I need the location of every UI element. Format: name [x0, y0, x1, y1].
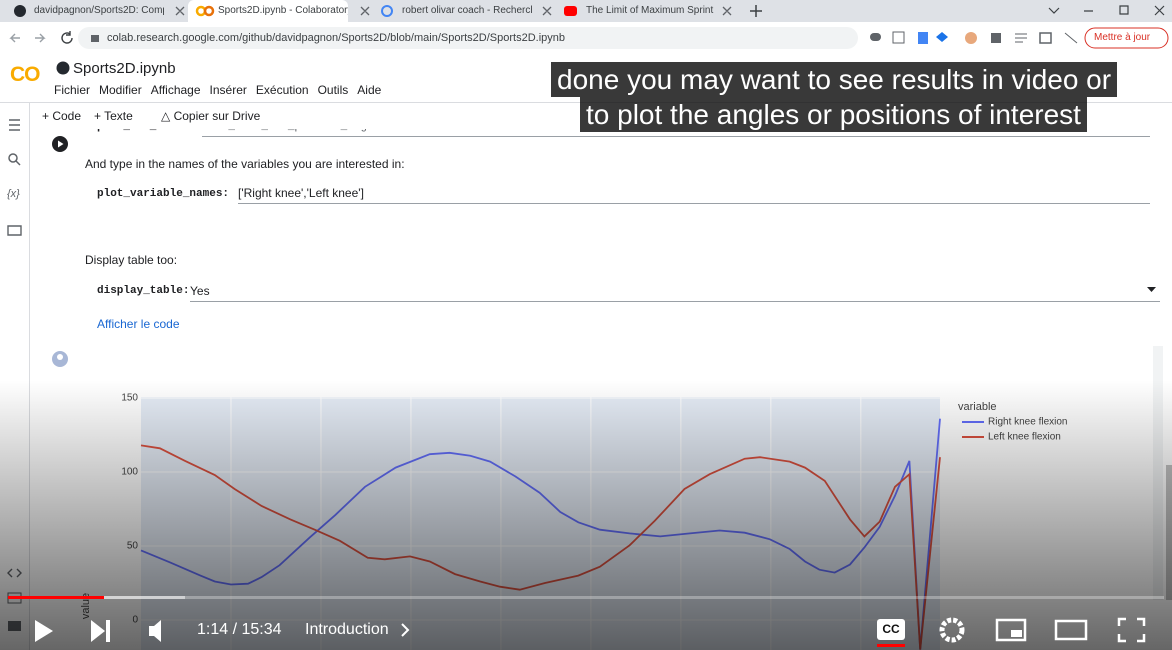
menu-item[interactable]: Fichier [54, 83, 91, 97]
miniplayer-button[interactable] [995, 618, 1027, 642]
nav-arrows[interactable] [9, 33, 46, 43]
output-icon [52, 351, 68, 367]
extension-icons [870, 31, 1078, 44]
menu-item[interactable]: Outils [317, 83, 349, 97]
volume-button[interactable] [149, 620, 161, 642]
add-code-button[interactable]: + Code [42, 109, 82, 123]
menu-item[interactable]: Aide [357, 83, 382, 97]
param-value: Yes [190, 284, 210, 298]
dropdown-arrow[interactable] [1146, 285, 1158, 295]
sidebar-border [29, 103, 30, 650]
google-icon [381, 5, 393, 17]
cell-text: And type in the names of the variables y… [85, 157, 405, 171]
browser-icons [9, 5, 1169, 49]
menu-item[interactable]: Insérer [209, 83, 247, 97]
chapter-arrow [401, 623, 410, 637]
param-input[interactable]: ['Right knee','Left knee'] [238, 186, 1150, 204]
caption-line: done you may want to see results in vide… [551, 62, 1118, 97]
window-controls[interactable] [1048, 5, 1165, 16]
lock-icon [91, 35, 99, 42]
field-underline [202, 136, 1150, 137]
menu-item[interactable]: Modifier [99, 83, 142, 97]
caption-line: to plot the angles or positions of inter… [580, 97, 1087, 132]
colab-icon [203, 5, 215, 17]
tab[interactable]: Sports2D.ipynb - Colaboratory [188, 0, 348, 22]
player-gradient [0, 380, 1172, 650]
notebook-title[interactable]: Sports2D.ipynb [73, 60, 176, 77]
github-icon [14, 5, 26, 17]
cc-label: CC [882, 622, 900, 636]
player-controls: 1:14 / 15:34 Introduction CC [8, 596, 1164, 647]
github-icon [56, 61, 70, 75]
param-label: plot_csv_name: [97, 129, 189, 133]
param-value: ['Right knee','Left knee'] [238, 186, 364, 200]
copy-drive-button[interactable]: △ Copier sur Drive [161, 109, 261, 123]
url[interactable]: colab.research.google.com/github/davidpa… [107, 32, 565, 44]
cell-text: Display table too: [85, 253, 178, 267]
tab[interactable]: The Limit of Maximum Sprint Sp [556, 0, 716, 22]
button-label: Copier sur Drive [173, 109, 261, 123]
tab-title: robert olivar coach - Recherche G [402, 5, 532, 16]
youtube-icon [564, 6, 577, 16]
new-tab[interactable] [750, 5, 762, 17]
play-button[interactable] [35, 620, 53, 642]
tab-close[interactable] [175, 6, 732, 16]
menu-item[interactable]: Affichage [150, 83, 201, 97]
tab[interactable]: davidpagnon/Sports2D: Computi [4, 0, 164, 22]
settings-button[interactable] [939, 617, 965, 643]
theater-button[interactable] [1054, 619, 1088, 641]
fullscreen-button[interactable] [1117, 617, 1146, 643]
cut-off-row: plot_csv_name: demo_BODY_25B_person1_ang… [97, 129, 1157, 136]
add-text-button[interactable]: + Texte [94, 109, 133, 123]
files-icon[interactable] [7, 225, 22, 236]
param-label: plot_variable_names: [97, 188, 230, 200]
param-value: demo_BODY_25B_person1_angles.csv [202, 129, 413, 133]
param-select[interactable]: Yes [190, 284, 1160, 302]
cc-indicator [877, 644, 905, 647]
progress-track[interactable] [8, 596, 1164, 599]
update-button[interactable]: Mettre à jour [1094, 32, 1151, 43]
omnibox[interactable] [78, 27, 858, 49]
next-button[interactable] [91, 620, 110, 642]
variables-icon[interactable]: {x} [7, 188, 20, 200]
tab-title: The Limit of Maximum Sprint Sp [586, 5, 716, 16]
search-icon[interactable] [8, 153, 18, 163]
cc-button[interactable] [877, 619, 905, 640]
run-button[interactable] [52, 136, 70, 154]
toc-icon[interactable] [9, 119, 20, 131]
button-label: Code [52, 109, 82, 123]
show-code-link[interactable]: Afficher le code [97, 317, 180, 331]
colab-logo[interactable]: CO [10, 63, 40, 86]
tab[interactable]: robert olivar coach - Recherche G [372, 0, 532, 22]
tab-title: davidpagnon/Sports2D: Computi [34, 5, 164, 16]
update-button-frame[interactable] [1084, 27, 1169, 49]
progress-played [8, 596, 104, 599]
reload[interactable] [61, 31, 73, 44]
menu-bar: Fichier Modifier Affichage Insérer Exécu… [54, 83, 381, 97]
button-label: Texte [104, 109, 133, 123]
param-label: display_table: [97, 285, 190, 297]
chapter-title[interactable]: Introduction [305, 621, 389, 638]
tab-title: Sports2D.ipynb - Colaboratory [218, 5, 348, 16]
menu-item[interactable]: Exécution [255, 83, 309, 97]
time-display: 1:14 / 15:34 [197, 621, 282, 638]
